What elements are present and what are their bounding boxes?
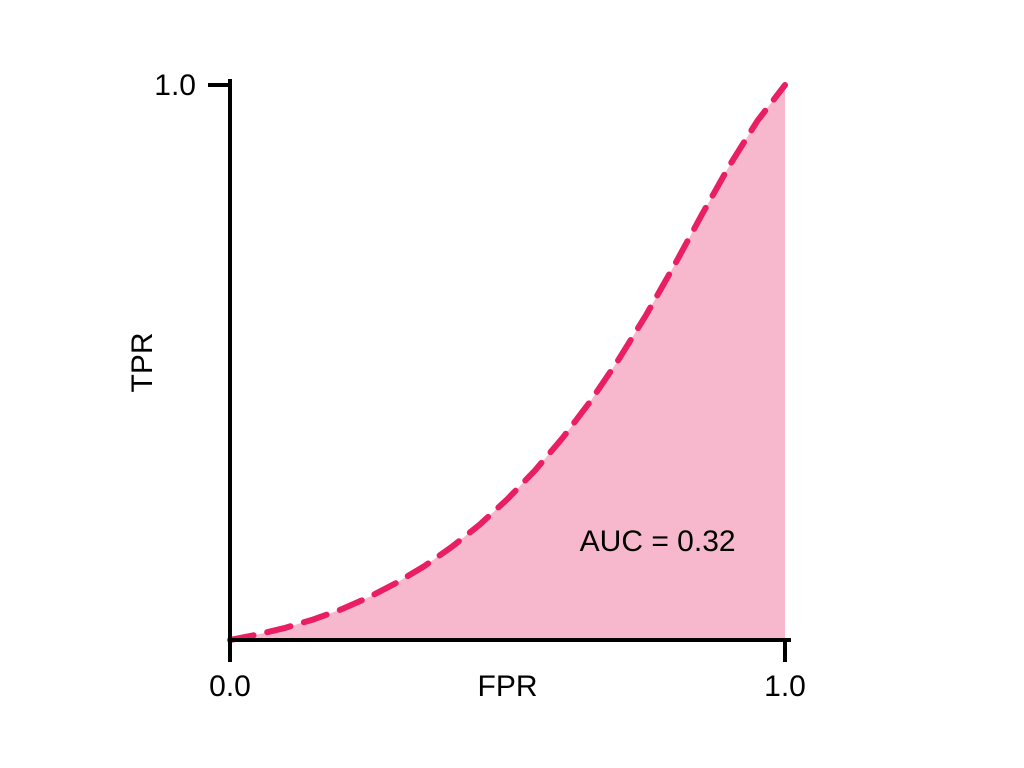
x-tick-label: 1.0 xyxy=(764,670,806,703)
y-tick-label: 1.0 xyxy=(154,69,196,102)
x-axis-label: FPR xyxy=(478,670,538,703)
auc-annotation: AUC = 0.32 xyxy=(580,525,736,558)
y-axis-label: TPR xyxy=(126,333,159,393)
x-tick-label: 0.0 xyxy=(209,670,251,703)
chart-container: 0.0 1.0 1.0 FPR TPR AUC = 0.32 xyxy=(0,0,1024,768)
roc-chart: 0.0 1.0 1.0 FPR TPR AUC = 0.32 xyxy=(0,0,1024,768)
